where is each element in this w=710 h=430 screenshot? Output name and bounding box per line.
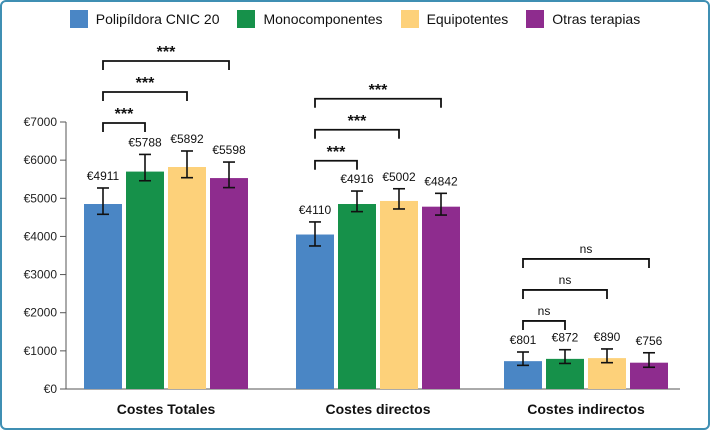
data-label: €872: [552, 331, 579, 345]
y-tick-label: €2000: [24, 306, 58, 320]
significance-bracket: [522, 258, 650, 268]
significance-label: ***: [348, 113, 367, 130]
significance-bracket: [314, 159, 358, 170]
data-label: €4842: [424, 174, 458, 188]
x-category-label: Costes indirectos: [527, 401, 645, 417]
legend-item-equipotentes: Equipotentes: [400, 10, 509, 28]
significance-bracket: [102, 122, 146, 132]
legend-item-otras-terapias: Otras terapias: [526, 10, 640, 28]
legend-label: Monocomponentes: [263, 11, 383, 27]
data-label: €801: [510, 333, 537, 347]
bar: [296, 234, 334, 389]
bar: [168, 167, 206, 389]
significance-label: ***: [369, 82, 388, 99]
significance-bracket: [522, 320, 566, 330]
y-tick-label: €6000: [24, 153, 58, 167]
x-category-label: Costes directos: [325, 401, 430, 417]
data-label: €5002: [382, 170, 416, 184]
bar: [210, 178, 248, 389]
legend-swatch: [69, 10, 88, 28]
legend-label: Equipotentes: [426, 11, 509, 27]
data-label: €4916: [340, 172, 374, 186]
significance-label: ***: [157, 44, 176, 61]
bar: [126, 171, 164, 389]
legend-label: Otras terapias: [552, 11, 641, 27]
y-tick-label: €5000: [24, 191, 58, 205]
significance-label: ns: [580, 242, 593, 256]
y-tick-label: €4000: [24, 229, 58, 243]
legend-swatch: [400, 10, 419, 28]
data-label: €5892: [170, 132, 204, 146]
significance-label: ns: [538, 304, 551, 318]
legend: Polipíldora CNIC 20 Monocomponentes Equi…: [0, 10, 710, 28]
bar: [84, 204, 122, 389]
significance-bracket: [314, 97, 442, 108]
y-tick-label: €0: [44, 382, 58, 396]
legend-label: Polipíldora CNIC 20: [95, 11, 220, 27]
data-label: €756: [636, 334, 663, 348]
legend-item-polipildora: Polipíldora CNIC 20: [69, 10, 220, 28]
significance-label: ns: [559, 273, 572, 287]
data-label: €5598: [212, 143, 246, 157]
bar: [380, 200, 418, 389]
y-tick-label: €7000: [24, 115, 58, 129]
significance-bracket: [102, 60, 230, 70]
significance-label: ***: [327, 144, 346, 161]
significance-bracket: [102, 91, 188, 101]
data-label: €890: [594, 330, 621, 344]
significance-label: ***: [115, 106, 134, 123]
data-label: €5788: [128, 135, 162, 149]
y-tick-label: €1000: [24, 344, 58, 358]
data-label: €4110: [299, 203, 332, 217]
significance-label: ***: [136, 75, 155, 92]
significance-bracket: [522, 289, 608, 299]
legend-item-monocomponentes: Monocomponentes: [237, 10, 383, 28]
significance-bracket: [314, 128, 400, 139]
legend-swatch: [237, 10, 256, 28]
x-category-label: Costes Totales: [117, 401, 216, 417]
y-tick-label: €3000: [24, 268, 58, 282]
bar: [338, 204, 376, 389]
legend-swatch: [526, 10, 545, 28]
data-label: €4911: [87, 169, 120, 183]
bar: [422, 206, 460, 389]
